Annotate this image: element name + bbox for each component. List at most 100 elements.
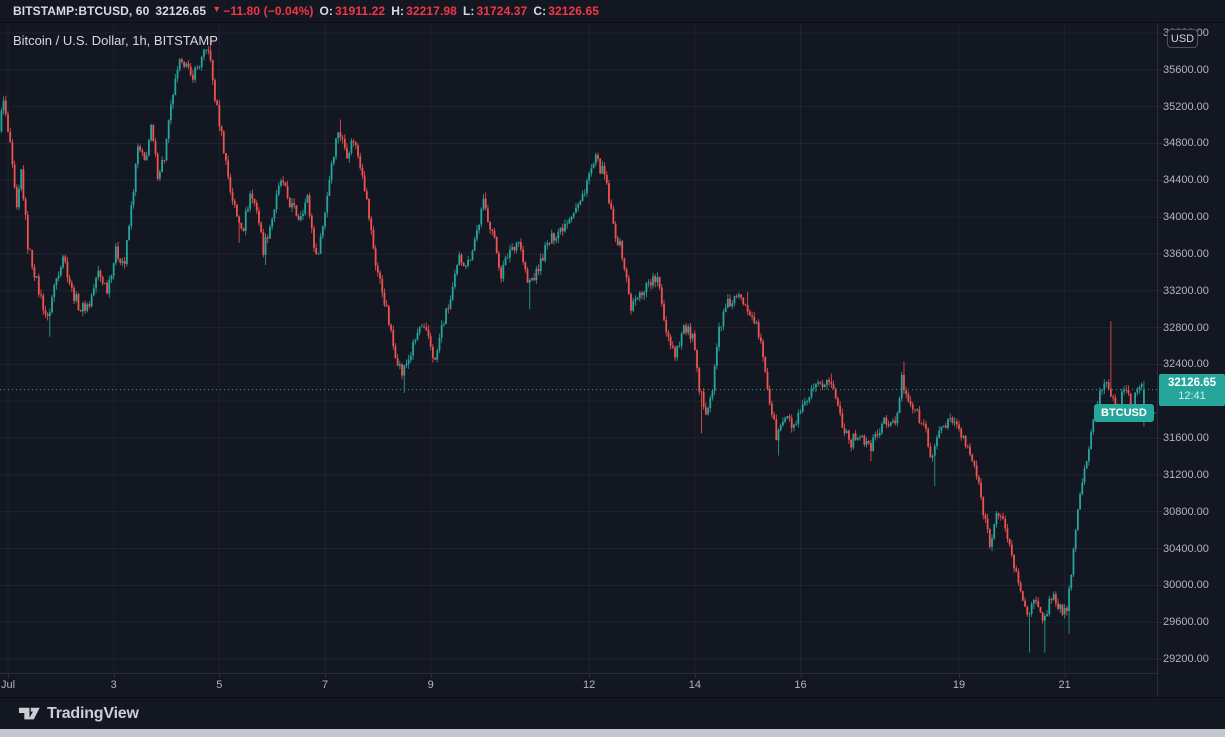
candle-body <box>286 185 289 198</box>
candle-body <box>947 419 949 428</box>
candle-body <box>489 221 492 230</box>
candle-body <box>390 324 392 331</box>
candle-body <box>84 303 86 311</box>
candlestick-chart[interactable] <box>0 23 1157 673</box>
price-axis[interactable]: 36000.0035600.0035200.0034800.0034400.00… <box>1157 23 1225 673</box>
candle-body <box>431 346 434 358</box>
candle-body <box>1065 607 1068 612</box>
candle-body <box>233 200 236 205</box>
candle-body <box>590 168 593 174</box>
candle-body <box>933 445 936 456</box>
chart-legend-title[interactable]: Bitcoin / U.S. Dollar, 1h, BITSTAMP <box>13 33 218 48</box>
price-axis-label: 29600.00 <box>1163 616 1209 629</box>
currency-toggle-button[interactable]: USD <box>1167 29 1198 48</box>
price-tick <box>1158 621 1162 623</box>
candle-body <box>533 278 536 281</box>
chart-pane[interactable]: Bitcoin / U.S. Dollar, 1h, BITSTAMP BTCU… <box>0 23 1157 673</box>
candle-body <box>222 131 225 154</box>
candle-body <box>112 263 115 276</box>
candle-body <box>737 294 740 297</box>
candle-body <box>121 261 124 263</box>
candle-body <box>660 287 663 304</box>
candle-body <box>603 165 606 175</box>
price-tick <box>1158 69 1162 71</box>
candle-body <box>797 412 800 424</box>
candle-body <box>1017 571 1020 583</box>
candle-body <box>108 279 111 294</box>
candle-body <box>449 299 452 309</box>
candle-body <box>638 292 641 298</box>
candle-body <box>170 104 172 121</box>
candle-body <box>586 180 588 194</box>
candle-body <box>1037 601 1040 607</box>
price-tick <box>1158 363 1162 365</box>
candle-body <box>132 192 135 206</box>
candle-body <box>1103 383 1106 390</box>
candle-body <box>253 198 256 203</box>
price-change: ▼ −11.80 (−0.04%) <box>212 4 313 18</box>
candle-body <box>918 409 921 423</box>
candle-body <box>64 256 67 262</box>
candle-body <box>337 132 340 139</box>
ohlc-open: O: 31911.22 <box>319 4 385 18</box>
candle-body <box>786 416 789 419</box>
candle-body <box>271 218 274 227</box>
time-axis[interactable]: Jul 3 5 7 9 12 14 16 19 21 <box>0 673 1157 697</box>
candle-body <box>988 529 991 547</box>
candle-body <box>174 78 177 95</box>
candle-body <box>1072 548 1075 575</box>
candle-body <box>236 204 238 217</box>
price-tick <box>1158 658 1162 660</box>
candle-body <box>925 424 927 429</box>
candle-body <box>394 346 397 359</box>
symbol-name[interactable]: BITSTAMP:BTCUSD, 60 <box>13 4 150 18</box>
candle-body <box>848 430 850 440</box>
time-axis-label: 14 <box>688 679 701 691</box>
candle-body <box>194 67 197 80</box>
candle-body <box>762 341 764 358</box>
candle-body <box>35 276 38 278</box>
tradingview-logo[interactable]: TradingView <box>18 705 139 723</box>
candle-body <box>189 66 192 75</box>
candle-body <box>658 277 661 288</box>
candle-body <box>940 426 943 431</box>
candle-body <box>999 516 1002 517</box>
bar-countdown: 12:41 <box>1178 389 1206 402</box>
ohlc-close: C: 32126.65 <box>533 4 599 18</box>
candle-body <box>922 423 925 425</box>
candle-body <box>746 305 749 312</box>
price-tick <box>1158 474 1162 476</box>
candle-body <box>733 296 736 304</box>
candle-body <box>509 249 511 258</box>
price-tick <box>1158 142 1162 144</box>
candle-body <box>634 299 637 302</box>
candle-body <box>1026 606 1029 615</box>
candle-body <box>588 173 591 181</box>
candle-body <box>773 414 775 419</box>
candle-body <box>1048 598 1051 615</box>
candle-body <box>370 218 373 230</box>
candle-body <box>982 497 985 516</box>
candle-body <box>693 333 696 350</box>
candle-body <box>958 424 960 429</box>
candle-body <box>865 441 868 445</box>
candle-body <box>799 411 802 413</box>
candle-body <box>1059 604 1062 610</box>
candle-body <box>841 413 844 428</box>
candle-body <box>315 248 318 254</box>
candle-body <box>363 175 366 192</box>
candle-body <box>592 163 595 169</box>
high-value: 32217.98 <box>406 4 457 18</box>
candle-body <box>1013 554 1015 569</box>
candle-body <box>255 202 258 211</box>
candle-body <box>744 304 747 306</box>
candle-body <box>321 226 324 237</box>
candle-body <box>821 383 824 388</box>
candle-body <box>830 382 833 385</box>
candle-body <box>907 394 910 402</box>
price-tick <box>1158 511 1162 513</box>
candle-body <box>125 240 128 265</box>
candle-body <box>469 259 472 261</box>
time-axis-label: 16 <box>794 679 807 691</box>
candle-body <box>993 524 996 539</box>
